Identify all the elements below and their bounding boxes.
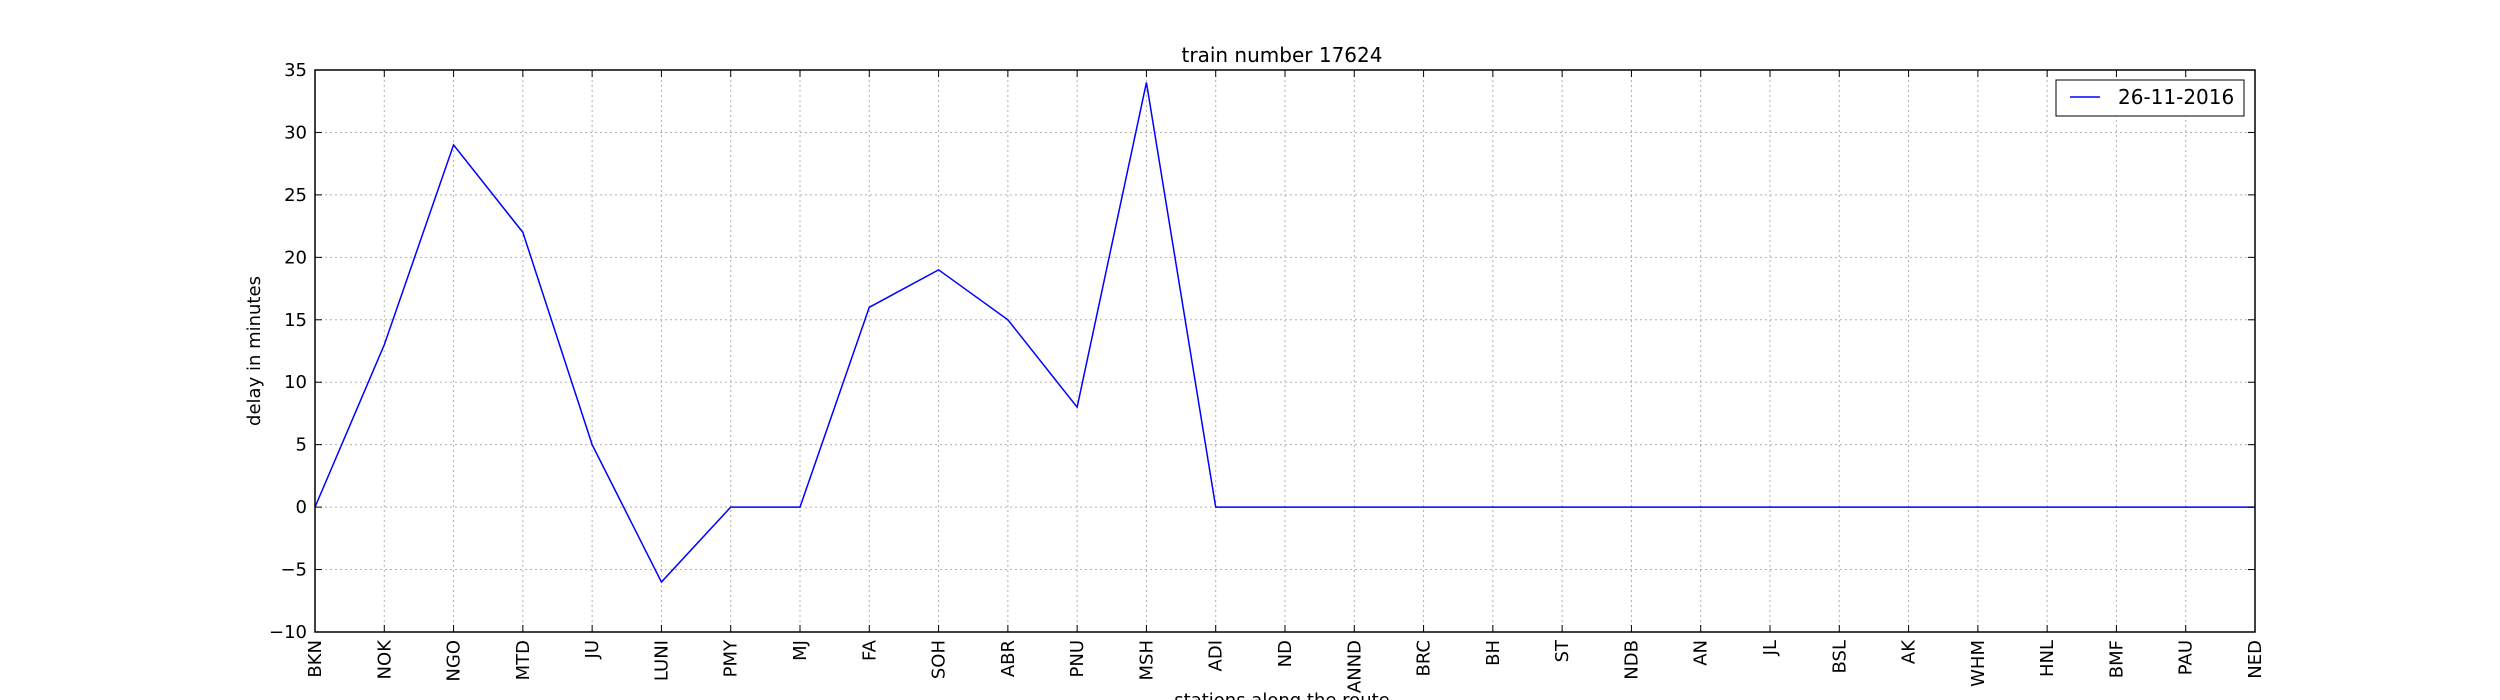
x-tick-label: ANND — [1344, 640, 1365, 693]
legend-label: 26-11-2016 — [2118, 85, 2234, 109]
x-tick-label: HNL — [2037, 640, 2058, 677]
x-tick-label: ADI — [1206, 640, 1227, 671]
y-tick-label: 15 — [284, 310, 307, 331]
x-tick-label: WHM — [1968, 640, 1989, 687]
x-tick-label: NED — [2245, 640, 2266, 679]
x-tick-label: MJ — [790, 640, 811, 661]
x-tick-label: FA — [859, 639, 880, 661]
x-tick-label: JL — [1760, 640, 1781, 656]
y-tick-label: 20 — [284, 247, 307, 268]
x-tick-label: ST — [1552, 639, 1573, 662]
x-tick-label: BKN — [305, 640, 326, 678]
x-tick-label: NGO — [444, 640, 465, 682]
x-tick-label: BSL — [1829, 640, 1850, 674]
y-tick-label: 0 — [296, 497, 307, 518]
y-tick-label: −10 — [269, 622, 307, 643]
series-layer — [314, 82, 2256, 584]
y-axis-ticks: −10 −5 0 5 10 15 20 25 30 35 — [269, 60, 2255, 643]
x-tick-label: ND — [1275, 640, 1296, 667]
legend: 26-11-2016 — [2055, 79, 2245, 117]
x-tick-label: BH — [1483, 640, 1504, 666]
x-tick-label: JU — [582, 640, 603, 659]
x-tick-label: PMY — [721, 639, 742, 677]
x-tick-label: ABR — [998, 640, 1019, 677]
x-tick-label: AN — [1691, 640, 1712, 666]
y-tick-label: −5 — [280, 560, 307, 581]
chart-title: train number 17624 — [1182, 43, 1383, 67]
x-tick-label: AK — [1899, 639, 1920, 664]
x-tick-label: NOK — [374, 639, 395, 680]
legend-box — [2055, 79, 2245, 117]
x-tick-label: PNU — [1067, 640, 1088, 678]
y-tick-label: 30 — [284, 122, 307, 143]
x-tick-label: MTD — [513, 640, 534, 680]
x-tick-label: BRC — [1414, 640, 1435, 677]
x-axis-ticks: BKN NOK NGO MTD JU LUNI PMY MJ FA SOH ABR PNU MSH ADI… — [305, 70, 2266, 693]
y-tick-label: 10 — [284, 372, 307, 393]
y-tick-label: 35 — [284, 60, 307, 81]
y-tick-label: 25 — [284, 185, 307, 206]
y-axis-title: delay in minutes — [244, 276, 265, 426]
x-tick-label: BMF — [2106, 640, 2127, 678]
x-tick-label: PAU — [2176, 640, 2197, 675]
x-tick-label: NDB — [1621, 640, 1642, 680]
x-tick-label: MSH — [1136, 640, 1157, 681]
x-tick-label: SOH — [929, 640, 950, 679]
x-tick-label: LUNI — [651, 640, 672, 681]
y-tick-label: 5 — [296, 435, 307, 456]
x-axis-title: stations along the route — [1174, 690, 1389, 700]
